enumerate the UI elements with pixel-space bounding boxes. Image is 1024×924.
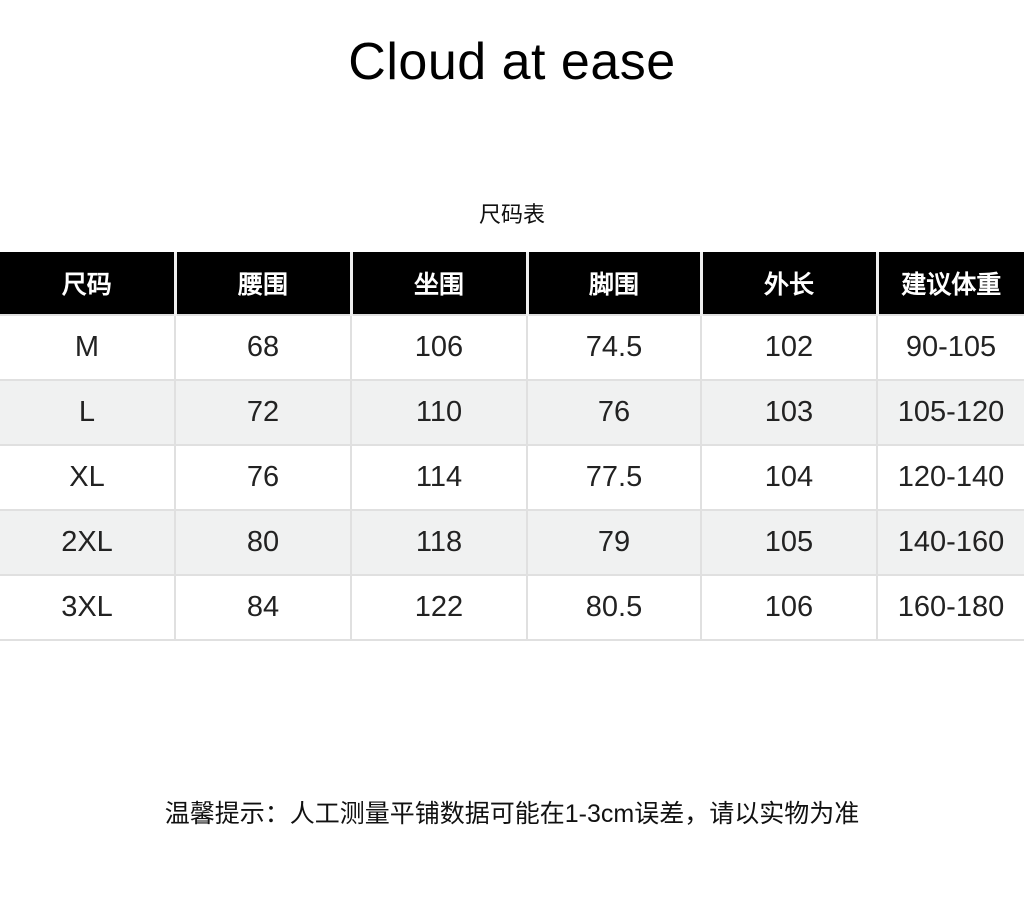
table-cell: 90-105 (877, 315, 1024, 381)
table-cell: L (0, 380, 176, 446)
table-cell: 103 (701, 380, 878, 446)
table-cell: 80 (175, 510, 352, 576)
table-cell: 76 (175, 445, 352, 511)
header-row: 尺码 腰围 坐围 脚围 外长 建议体重 (0, 252, 1024, 316)
page-title: Cloud at ease (348, 33, 676, 91)
column-header: 外长 (701, 252, 879, 316)
table-cell: 114 (351, 445, 528, 511)
table-cell: 106 (351, 315, 528, 381)
column-header: 脚围 (527, 252, 703, 316)
table-cell: 106 (701, 575, 878, 641)
table-body: M 68 106 74.5 102 90-105 L 72 110 76 103 105-120 XL 7… (0, 315, 1024, 641)
table-cell: 80.5 (527, 575, 702, 641)
table-cell: 79 (527, 510, 702, 576)
size-chart-caption: 尺码表 (478, 202, 545, 227)
column-header: 建议体重 (877, 252, 1024, 316)
table-cell: 74.5 (527, 315, 702, 381)
table-cell: 122 (351, 575, 528, 641)
table-cell: 140-160 (877, 510, 1024, 576)
table-cell: 105-120 (877, 380, 1024, 446)
table-cell: 2XL (0, 510, 176, 576)
table-cell: 110 (351, 380, 528, 446)
table-row: L 72 110 76 103 105-120 (0, 380, 1024, 446)
table-row: XL 76 114 77.5 104 120-140 (0, 445, 1024, 511)
table-cell: 160-180 (877, 575, 1024, 641)
table-row: M 68 106 74.5 102 90-105 (0, 315, 1024, 381)
column-header: 坐围 (351, 252, 529, 316)
table-cell: 104 (701, 445, 878, 511)
table-cell: 72 (175, 380, 352, 446)
column-header: 尺码 (0, 252, 177, 316)
table-cell: 77.5 (527, 445, 702, 511)
table-row: 2XL 80 118 79 105 140-160 (0, 510, 1024, 576)
table-cell: 76 (527, 380, 702, 446)
table-row: 3XL 84 122 80.5 106 160-180 (0, 575, 1024, 641)
table-cell: 105 (701, 510, 878, 576)
table-cell: 120-140 (877, 445, 1024, 511)
table-cell: 3XL (0, 575, 176, 641)
table-cell: 84 (175, 575, 352, 641)
table-cell: XL (0, 445, 176, 511)
table-cell: M (0, 315, 176, 381)
size-chart-table: 尺码 腰围 坐围 脚围 外长 建议体重 M 68 106 74.5 102 90-105 L 72 110… (0, 252, 1024, 641)
table-cell: 102 (701, 315, 878, 381)
table-cell: 118 (351, 510, 528, 576)
column-header: 腰围 (175, 252, 353, 316)
table-cell: 68 (175, 315, 352, 381)
disclaimer-note: 温馨提示：人工测量平铺数据可能在1-3cm误差，请以实物为准 (164, 800, 860, 828)
